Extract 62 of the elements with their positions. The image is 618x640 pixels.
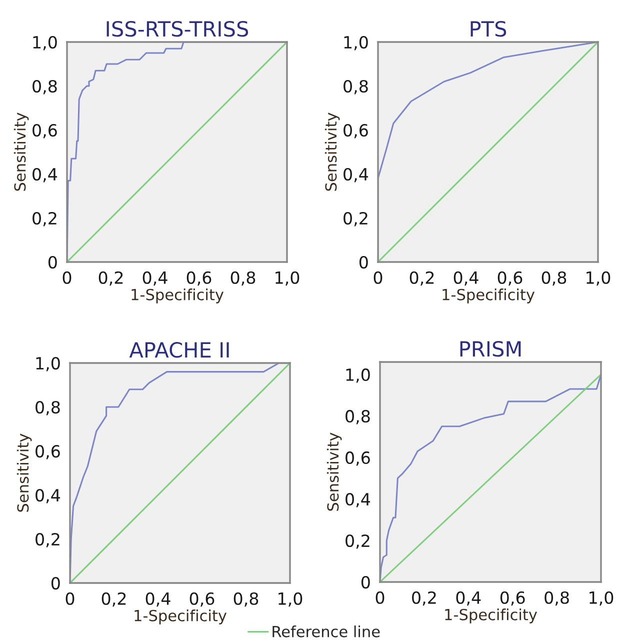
x-axis-title: 1-Specificity [445,608,538,624]
y-tick-label: 0,8 [32,80,57,94]
x-tick-label: 0,8 [544,591,569,606]
y-tick-label: 0 [359,256,368,269]
x-tick-label: 0 [374,271,382,284]
y-tick-label: 0,6 [36,444,60,460]
x-tick-label: 0,6 [186,271,212,286]
x-tick-label: 0 [66,592,74,605]
x-tick-label: 1,0 [276,271,300,286]
y-tick-label: 0,4 [346,492,370,508]
y-tick-label: 0,2 [344,212,368,226]
legend-label: Reference line [272,626,380,638]
x-tick-label: 0,2 [98,271,123,286]
y-tick-label: 0 [361,576,370,589]
y-tick-label: 1,0 [33,36,57,50]
y-tick-label: 0,6 [346,451,370,466]
x-tick-label: 1,0 [590,591,614,606]
x-tick-label: 0,8 [542,271,566,286]
y-tick-label: 1,0 [36,356,60,372]
y-axis-title: Sensitivity [324,112,340,191]
y-tick-label: 1,0 [346,368,370,383]
x-tick-label: 0 [376,591,384,604]
y-axis-title: Sensitivity [326,432,342,511]
x-tick-label: 0,8 [230,271,256,286]
chart-title: PRISM [460,340,521,357]
x-tick-label: 0,4 [454,271,478,286]
y-axis-title: Sensitivity [14,112,29,191]
x-axis-title: 1-Specificity [442,288,535,304]
y-tick-label: 0 [48,256,57,269]
x-tick-label: 0,2 [102,592,126,607]
chart-title: APACHE II [129,342,229,358]
x-tick-label: 0,2 [412,591,436,606]
y-tick-label: 0,8 [346,410,370,424]
y-tick-label: 0,6 [344,124,368,138]
y-tick-label: 0,6 [32,124,57,138]
y-tick-label: 0,8 [36,400,60,416]
line-series [70,363,290,583]
y-axis-title: Sensitivity [16,434,32,512]
x-tick-label: 1,0 [278,592,302,607]
x-tick-label: 0,6 [500,591,525,606]
x-axis-title: 1-Specificity [132,288,224,304]
y-tick-label: 0,2 [32,212,56,226]
y-tick-label: 0,2 [36,532,60,548]
x-tick-label: 0,6 [498,271,522,286]
y-tick-label: 0,4 [32,168,58,182]
x-tick-label: 0,6 [190,592,214,607]
y-tick-label: 0,2 [346,534,370,549]
x-tick-label: 0,4 [142,271,168,286]
x-tick-label: 0,4 [146,592,170,607]
x-axis-title: 1-Specificity [134,610,227,624]
y-tick-label: 1,0 [344,36,368,50]
y-tick-label: 0,8 [344,80,368,94]
chart-title: PTS [470,20,506,37]
x-tick-label: 0,2 [410,271,434,286]
chart-title: ISS-RTS-TRISS [106,20,248,37]
x-tick-label: 1,0 [586,271,610,286]
x-tick-label: 0 [62,271,72,284]
x-tick-label: 0,8 [234,592,258,607]
x-tick-label: 0,4 [456,591,481,606]
y-tick-label: 0,4 [344,168,368,182]
y-tick-label: 0 [51,576,60,590]
y-tick-label: 0,4 [36,488,60,504]
